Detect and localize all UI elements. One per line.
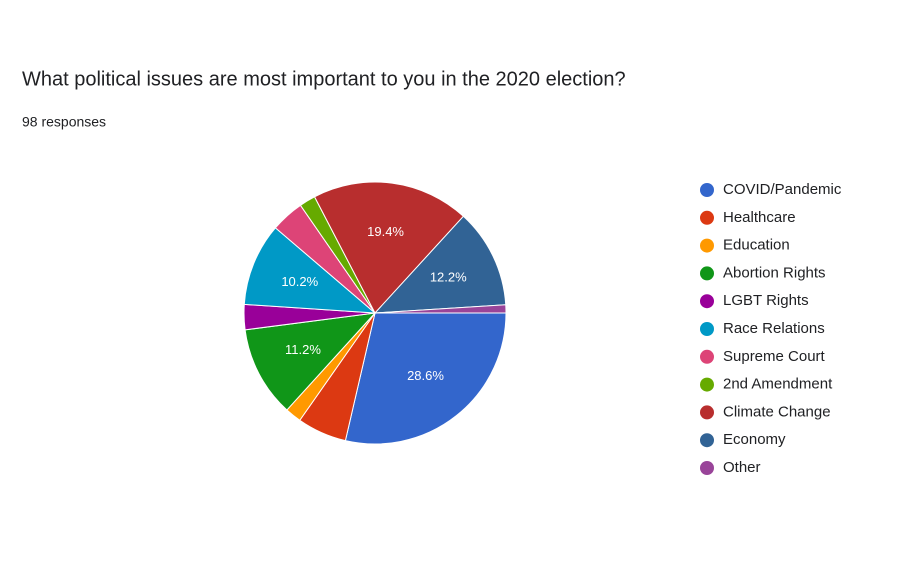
legend-swatch	[700, 405, 714, 420]
legend-label: Climate Change	[723, 403, 831, 420]
pie-slice	[344, 312, 507, 445]
slice-label: 10.2%	[281, 274, 318, 289]
pie-slice	[244, 312, 377, 411]
pie-slice	[313, 181, 465, 314]
legend-swatch	[700, 433, 714, 448]
legend-label: Education	[723, 237, 790, 254]
chart-title: What political issues are most important…	[22, 68, 626, 90]
legend-label: LGBT Rights	[723, 292, 809, 309]
slice-label: 28.6%	[407, 368, 444, 383]
slice-label: 19.4%	[367, 224, 404, 239]
legend-swatch	[700, 461, 714, 475]
legend-label: COVID/Pandemic	[723, 181, 842, 198]
legend-swatch	[700, 183, 714, 197]
legend-swatch	[700, 294, 714, 309]
legend-swatch	[700, 377, 714, 392]
legend-label: Supreme Court	[723, 348, 826, 365]
legend-label: Race Relations	[723, 320, 825, 337]
pie-slice	[374, 304, 507, 314]
pie-slice	[373, 215, 507, 314]
slice-label: 12.2%	[430, 269, 467, 284]
legend-swatch	[700, 266, 714, 281]
legend-swatch	[700, 322, 714, 336]
legend-label: Other	[723, 459, 761, 476]
legend-swatch	[700, 349, 714, 364]
slice-label: 11.2%	[285, 342, 321, 357]
legend-swatch	[700, 210, 714, 225]
pie-slice	[243, 227, 377, 314]
legend-label: 2nd Amendment	[723, 376, 833, 393]
legend-label: Abortion Rights	[723, 264, 826, 281]
legend-label: Healthcare	[723, 209, 796, 226]
legend-label: Economy	[723, 431, 786, 448]
legend-swatch	[700, 238, 714, 253]
response-count: 98 responses	[22, 114, 106, 130]
